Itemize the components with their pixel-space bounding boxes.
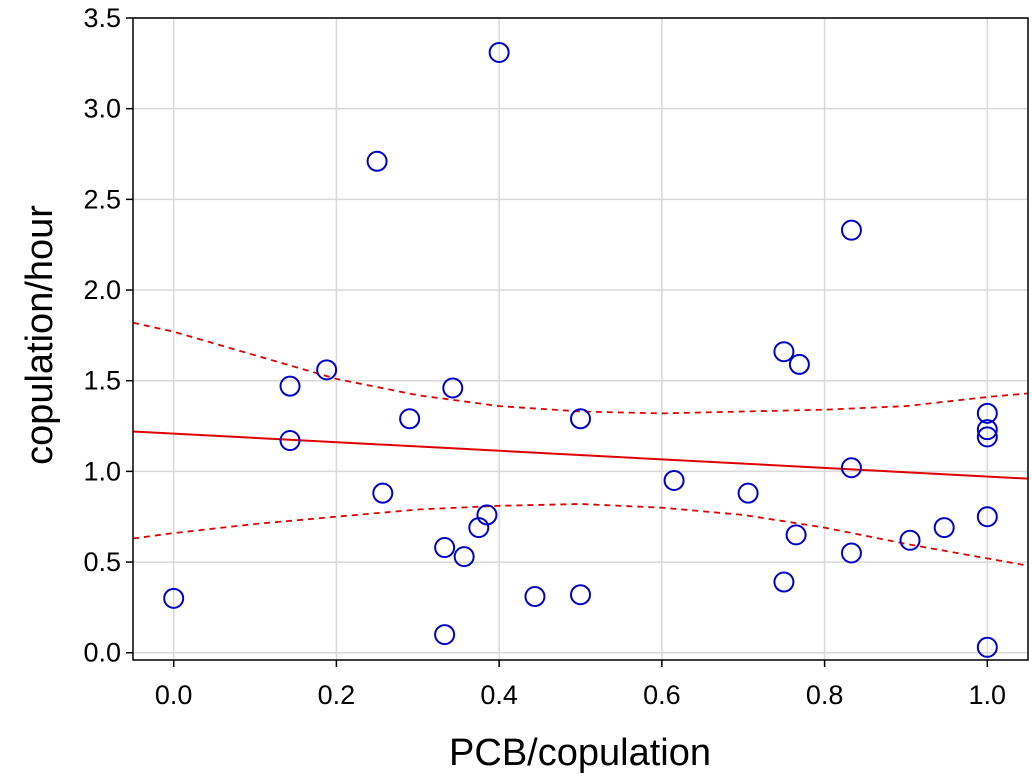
- data-point: [933, 517, 955, 539]
- y-tick-label: 3.0: [83, 94, 121, 124]
- x-tick-label: 0.4: [480, 680, 518, 710]
- data-point: [976, 426, 998, 448]
- data-point: [976, 402, 998, 424]
- confidence-band-layer: [132, 321, 1029, 567]
- x-axis-title: PCB/copulation: [449, 732, 711, 774]
- data-point: [570, 584, 591, 606]
- x-tick-label: 0.2: [318, 680, 356, 710]
- data-point: [434, 624, 456, 646]
- plot-frame: [132, 17, 1029, 661]
- x-tick-label: 0.8: [806, 680, 844, 710]
- data-point: [434, 537, 456, 559]
- data-point: [976, 419, 998, 441]
- data-point: [773, 571, 795, 593]
- data-point: [279, 375, 301, 397]
- data-point: [899, 529, 921, 551]
- data-point: [442, 377, 464, 399]
- y-tick-label: 2.5: [83, 184, 121, 214]
- data-point: [840, 542, 862, 564]
- data-point: [773, 341, 795, 363]
- y-tick-label: 3.5: [83, 3, 121, 33]
- grid-layer: [133, 17, 1028, 660]
- y-tick-label: 2.0: [83, 275, 121, 305]
- data-point: [976, 506, 998, 528]
- tick-layer: 0.0 0.2 0.4 0.6 0.8 1.0 0.0 0.5 1.0 1.5 2.0 2.5 3.0 3…: [83, 3, 1006, 710]
- x-tick-label: 0.6: [643, 680, 681, 710]
- data-point: [279, 430, 301, 452]
- data-point: [788, 353, 810, 375]
- data-point: [476, 504, 498, 526]
- data-points-layer: [163, 41, 998, 658]
- data-point: [366, 150, 388, 172]
- data-point: [840, 457, 862, 479]
- y-tick-label: 0.0: [83, 638, 121, 668]
- y-tick-label: 1.0: [83, 456, 121, 486]
- fit-line-layer: [132, 430, 1029, 480]
- data-point: [785, 524, 807, 546]
- x-tick-label: 1.0: [969, 680, 1007, 710]
- y-axis-title: copulation/hour: [19, 205, 61, 465]
- regression-line: [132, 430, 1029, 480]
- data-point: [453, 546, 475, 568]
- x-tick-label: 0.0: [155, 680, 193, 710]
- data-point: [163, 587, 185, 609]
- data-point: [663, 469, 685, 491]
- data-point: [976, 636, 998, 658]
- data-point: [524, 586, 546, 608]
- data-point: [840, 219, 862, 241]
- confidence-band-lower: [132, 503, 1029, 567]
- data-point: [399, 408, 421, 430]
- data-point: [372, 482, 394, 504]
- confidence-band-upper: [132, 321, 1029, 415]
- data-point: [570, 408, 591, 430]
- y-tick-label: 1.5: [83, 366, 121, 396]
- data-point: [488, 41, 510, 63]
- data-point: [316, 359, 338, 381]
- y-tick-label: 0.5: [83, 547, 121, 577]
- data-point: [737, 482, 759, 504]
